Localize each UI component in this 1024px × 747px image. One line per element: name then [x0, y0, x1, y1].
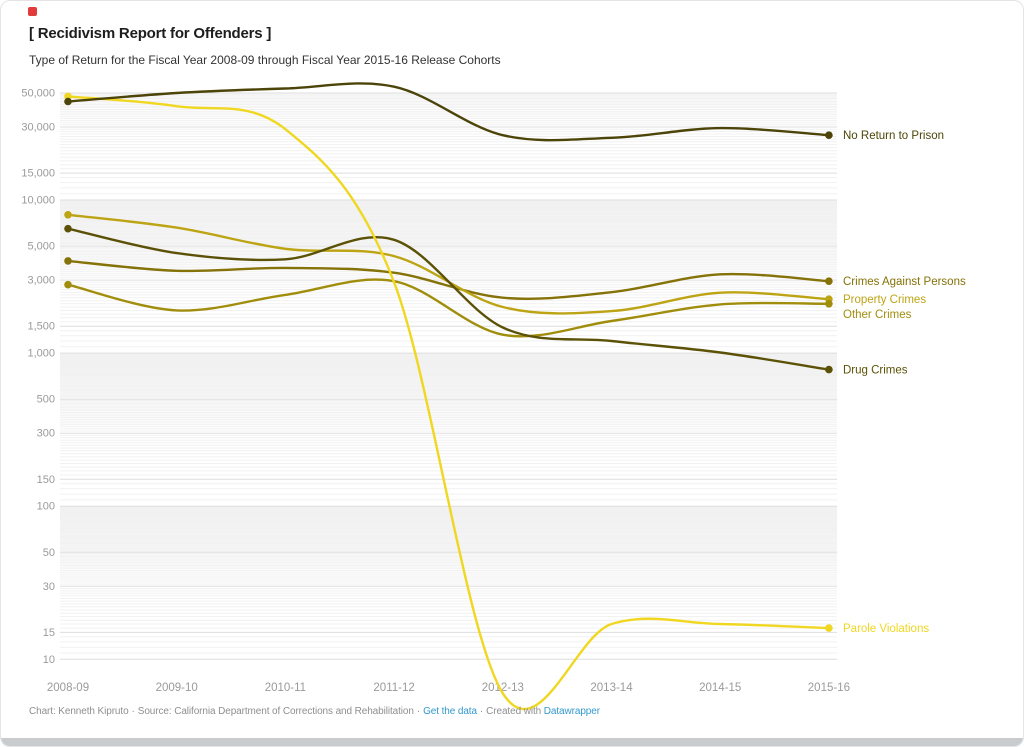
x-axis-tick-label: 2010-11	[265, 682, 306, 694]
y-axis-tick-label: 30	[43, 581, 55, 593]
red-marker	[28, 7, 37, 16]
point-crimes-against-persons	[64, 257, 72, 265]
chart-title: [ Recidivism Report for Offenders ]	[29, 25, 272, 42]
point-property-crimes	[825, 295, 833, 304]
point-drug-crimes	[64, 224, 72, 233]
series-label-parole-violations: Parole Violations	[843, 623, 929, 635]
y-axis-tick-label: 150	[37, 474, 55, 486]
footer-separator: ·	[416, 706, 421, 717]
x-axis-tick-label: 2011-12	[373, 682, 414, 694]
chart-subtitle: Type of Return for the Fiscal Year 2008-…	[29, 53, 501, 67]
point-crimes-against-persons	[825, 277, 833, 286]
line-property-crimes	[66, 213, 831, 315]
get-the-data-link[interactable]: Get the data	[423, 706, 477, 717]
footer-created-with: Created with	[486, 706, 542, 717]
series-label-other-crimes: Other Crimes	[843, 309, 912, 321]
line-parole-violations	[66, 95, 831, 711]
y-axis-tick-label: 1,000	[27, 348, 55, 360]
y-axis-tick-label: 300	[37, 428, 55, 440]
line-other-crimes	[66, 278, 831, 338]
x-axis-tick-label: 2009-10	[156, 682, 198, 694]
footer-credit: Chart: Kenneth Kipruto	[29, 706, 129, 717]
datawrapper-link[interactable]: Datawrapper	[543, 706, 600, 717]
series-label-drug-crimes: Drug Crimes	[843, 365, 908, 377]
point-other-crimes	[825, 300, 833, 308]
chart-footer: Chart: Kenneth Kipruto · Source: Californi…	[29, 706, 600, 717]
y-axis-tick-label: 100	[37, 501, 55, 513]
x-axis-tick-label: 2012-13	[482, 682, 524, 694]
footer-separator: ·	[479, 706, 484, 717]
x-axis-tick-label: 2014-15	[699, 682, 741, 694]
y-axis-tick-label: 30,000	[21, 122, 55, 134]
point-parole-violations	[825, 624, 833, 632]
y-axis-tick-label: 5,000	[27, 241, 55, 253]
point-other-crimes	[64, 280, 72, 289]
footer-separator: ·	[131, 706, 135, 717]
series-label-crimes-against-persons: Crimes Against Persons	[843, 276, 966, 288]
y-axis-tick-label: 1,500	[27, 321, 55, 333]
line-no-return-to-prison	[66, 82, 831, 142]
point-parole-violations	[64, 92, 72, 101]
footer-source: Source: California Department of Correct…	[137, 706, 414, 717]
point-drug-crimes	[825, 365, 833, 374]
y-axis-tick-label: 50	[43, 547, 55, 559]
y-axis-tick-label: 15	[43, 627, 55, 639]
x-axis-tick-label: 2015-16	[808, 682, 850, 694]
y-axis-tick-label: 50,000	[21, 88, 55, 100]
series-label-no-return-to-prison: No Return to Prison	[843, 130, 944, 142]
y-axis-tick-label: 15,000	[21, 168, 55, 180]
point-no-return-to-prison	[825, 131, 833, 139]
point-property-crimes	[64, 211, 72, 219]
line-drug-crimes	[66, 227, 831, 371]
y-axis-tick-label: 10	[43, 654, 55, 666]
x-axis-tick-label: 2008-09	[47, 682, 89, 694]
y-axis-tick-label: 3,000	[27, 275, 55, 287]
window-bottom-bar	[1, 738, 1023, 746]
y-axis-tick-label: 10,000	[21, 195, 55, 207]
y-axis-tick-label: 500	[37, 394, 55, 406]
series-label-property-crimes: Property Crimes	[843, 294, 926, 306]
point-no-return-to-prison	[64, 97, 72, 106]
line-crimes-against-persons	[66, 259, 831, 300]
x-axis-tick-label: 2013-14	[590, 682, 633, 694]
